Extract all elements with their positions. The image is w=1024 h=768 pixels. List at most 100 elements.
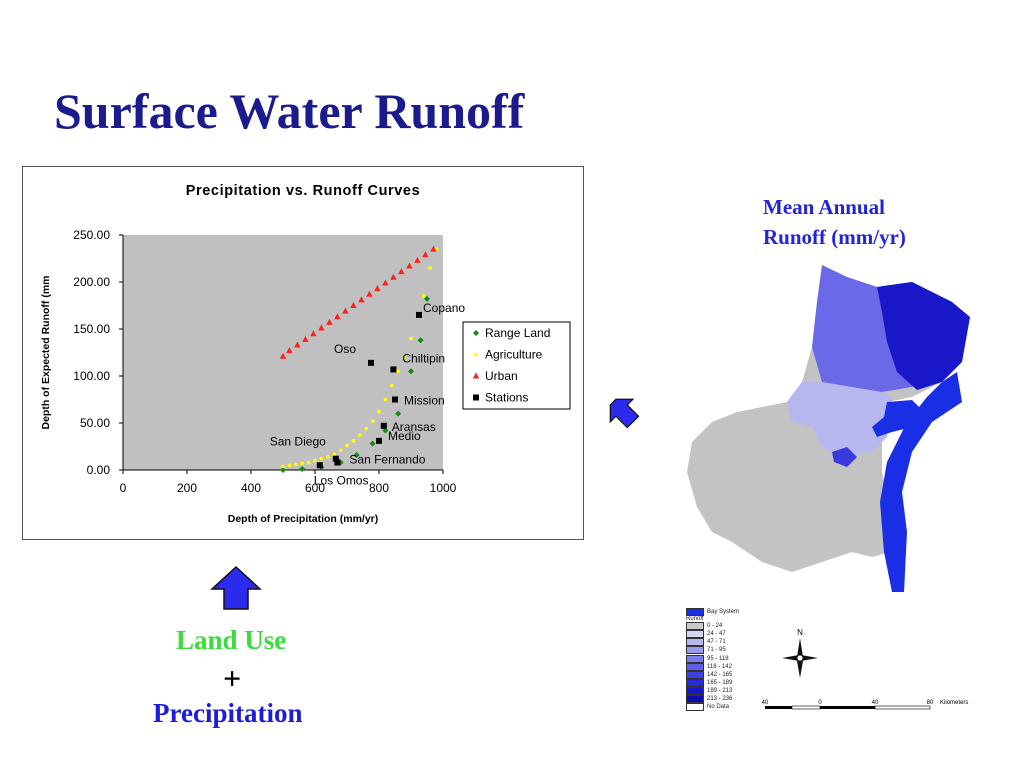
y-tick-label: 50.00 bbox=[80, 416, 110, 430]
y-tick-label: 100.00 bbox=[73, 369, 110, 383]
x-tick-label: 200 bbox=[177, 481, 197, 495]
urban-point bbox=[374, 285, 381, 292]
legend-label: 24 - 47 bbox=[707, 631, 726, 638]
legend-label: 165 - 189 bbox=[707, 679, 733, 686]
y-tick-label: 0.00 bbox=[87, 463, 111, 477]
runoff-chart: Precipitation vs. Runoff Curves 0.00 50.00… bbox=[22, 166, 584, 540]
x-tick-label: 600 bbox=[305, 481, 325, 495]
urban-point bbox=[279, 352, 287, 359]
station-label: Los Omos bbox=[314, 473, 369, 487]
urban-point bbox=[286, 347, 293, 354]
agriculture-point bbox=[351, 439, 356, 443]
legend-row: 118 - 142 bbox=[686, 662, 758, 671]
station-point bbox=[392, 396, 398, 403]
urban-point bbox=[342, 307, 349, 314]
chart-title: Precipitation vs. Runoff Curves bbox=[186, 183, 421, 199]
agriculture-point bbox=[358, 433, 362, 438]
legend-row: 142 - 165 bbox=[686, 670, 758, 679]
legend-row: 95 - 118 bbox=[686, 654, 758, 663]
y-axis-label: Depth of Expected Runoff (mm bbox=[40, 276, 52, 430]
station-label: Mission bbox=[404, 394, 445, 408]
legend-header-1: Bay System bbox=[707, 609, 740, 616]
agriculture-point bbox=[396, 369, 401, 374]
land-use-label: Land Use bbox=[176, 625, 287, 655]
map-legend: Bay System Runoff 0 - 24 24 - 47 47 - 71 71… bbox=[686, 608, 758, 712]
legend-swatch bbox=[686, 622, 704, 631]
legend-swatch bbox=[686, 678, 704, 687]
x-tick-label: 800 bbox=[369, 481, 389, 495]
agriculture-point bbox=[326, 455, 330, 459]
range-land-point bbox=[299, 466, 306, 473]
range-land-point bbox=[382, 427, 389, 434]
legend-label: No Data bbox=[707, 704, 730, 711]
arrow-right-icon bbox=[609, 398, 640, 429]
station-point bbox=[390, 366, 397, 373]
map-region-dark-blue bbox=[877, 282, 970, 390]
legend-swatch bbox=[686, 608, 704, 617]
station-label: Chiltipin bbox=[402, 351, 445, 365]
y-tick-label: 250.00 bbox=[73, 228, 110, 242]
agriculture-point bbox=[313, 458, 317, 463]
station-label: Aransas bbox=[392, 420, 436, 434]
legend-bay-row: Bay System bbox=[686, 608, 758, 617]
urban-point bbox=[398, 268, 405, 275]
urban-point bbox=[302, 335, 309, 342]
agriculture-point bbox=[364, 426, 369, 431]
legend-label: 47 - 71 bbox=[707, 639, 726, 646]
urban-point bbox=[406, 262, 413, 269]
range-land-point bbox=[369, 440, 376, 447]
legend-label: 71 - 95 bbox=[707, 647, 726, 654]
compass-north-label: N bbox=[797, 628, 803, 637]
arrow-up-icon bbox=[210, 565, 262, 610]
urban-point bbox=[366, 290, 373, 297]
precipitation-label: Precipitation bbox=[153, 698, 303, 728]
legend-swatch bbox=[686, 630, 704, 639]
legend-swatch bbox=[686, 703, 704, 712]
station-point bbox=[376, 437, 382, 444]
legend-row: 165 - 189 bbox=[686, 678, 758, 687]
legend-swatch bbox=[686, 662, 704, 671]
agriculture-point bbox=[319, 456, 324, 461]
legend-header-2: Runoff bbox=[686, 616, 704, 623]
legend-label: 142 - 165 bbox=[707, 671, 733, 678]
urban-point bbox=[472, 372, 480, 379]
station-label: Oso bbox=[334, 342, 356, 356]
plot-area bbox=[123, 235, 443, 470]
urban-point bbox=[326, 318, 333, 325]
legend-rows: 0 - 24 24 - 47 47 - 71 71 - 95 95 - 118 118 -… bbox=[686, 622, 758, 712]
range-land-point bbox=[280, 467, 286, 473]
agriculture-point bbox=[428, 266, 433, 270]
legend-label: 0 - 24 bbox=[707, 623, 723, 630]
urban-point bbox=[310, 330, 317, 337]
station-point bbox=[368, 359, 374, 366]
station-point bbox=[473, 394, 479, 401]
agriculture-point bbox=[281, 464, 285, 469]
legend-swatch bbox=[686, 646, 704, 655]
legend-swatch bbox=[686, 654, 704, 663]
y-tick-label: 150.00 bbox=[73, 322, 110, 336]
legend-row: 213 - 236 bbox=[686, 694, 758, 703]
agriculture-point bbox=[345, 443, 349, 448]
station-point bbox=[332, 455, 339, 462]
x-tick-label: 400 bbox=[241, 481, 261, 495]
agriculture-point bbox=[306, 460, 311, 465]
legend-entry: Urban bbox=[485, 369, 518, 383]
station-label: San Diego bbox=[270, 435, 326, 449]
station-label: San Fernando bbox=[349, 452, 425, 466]
urban-point bbox=[350, 302, 357, 308]
agriculture-point bbox=[370, 419, 375, 423]
legend-label: 189 - 213 bbox=[707, 687, 733, 694]
station-label: Copano bbox=[423, 301, 465, 315]
scale-unit: Kilometers bbox=[940, 700, 968, 706]
legend-label: 213 - 236 bbox=[707, 695, 733, 702]
urban-point bbox=[390, 273, 397, 280]
legend-row: 47 - 71 bbox=[686, 638, 758, 647]
urban-point bbox=[414, 256, 421, 263]
map-title-line-1: Mean Annual bbox=[763, 195, 885, 219]
scale-label-1: 40 bbox=[762, 700, 769, 706]
agriculture-point bbox=[390, 383, 394, 388]
slide-title: Surface Water Runoff bbox=[54, 83, 525, 139]
legend-swatch bbox=[686, 686, 704, 695]
scale-bar: 40 0 40 80 Kilometers bbox=[762, 700, 968, 710]
agriculture-point bbox=[377, 409, 381, 414]
